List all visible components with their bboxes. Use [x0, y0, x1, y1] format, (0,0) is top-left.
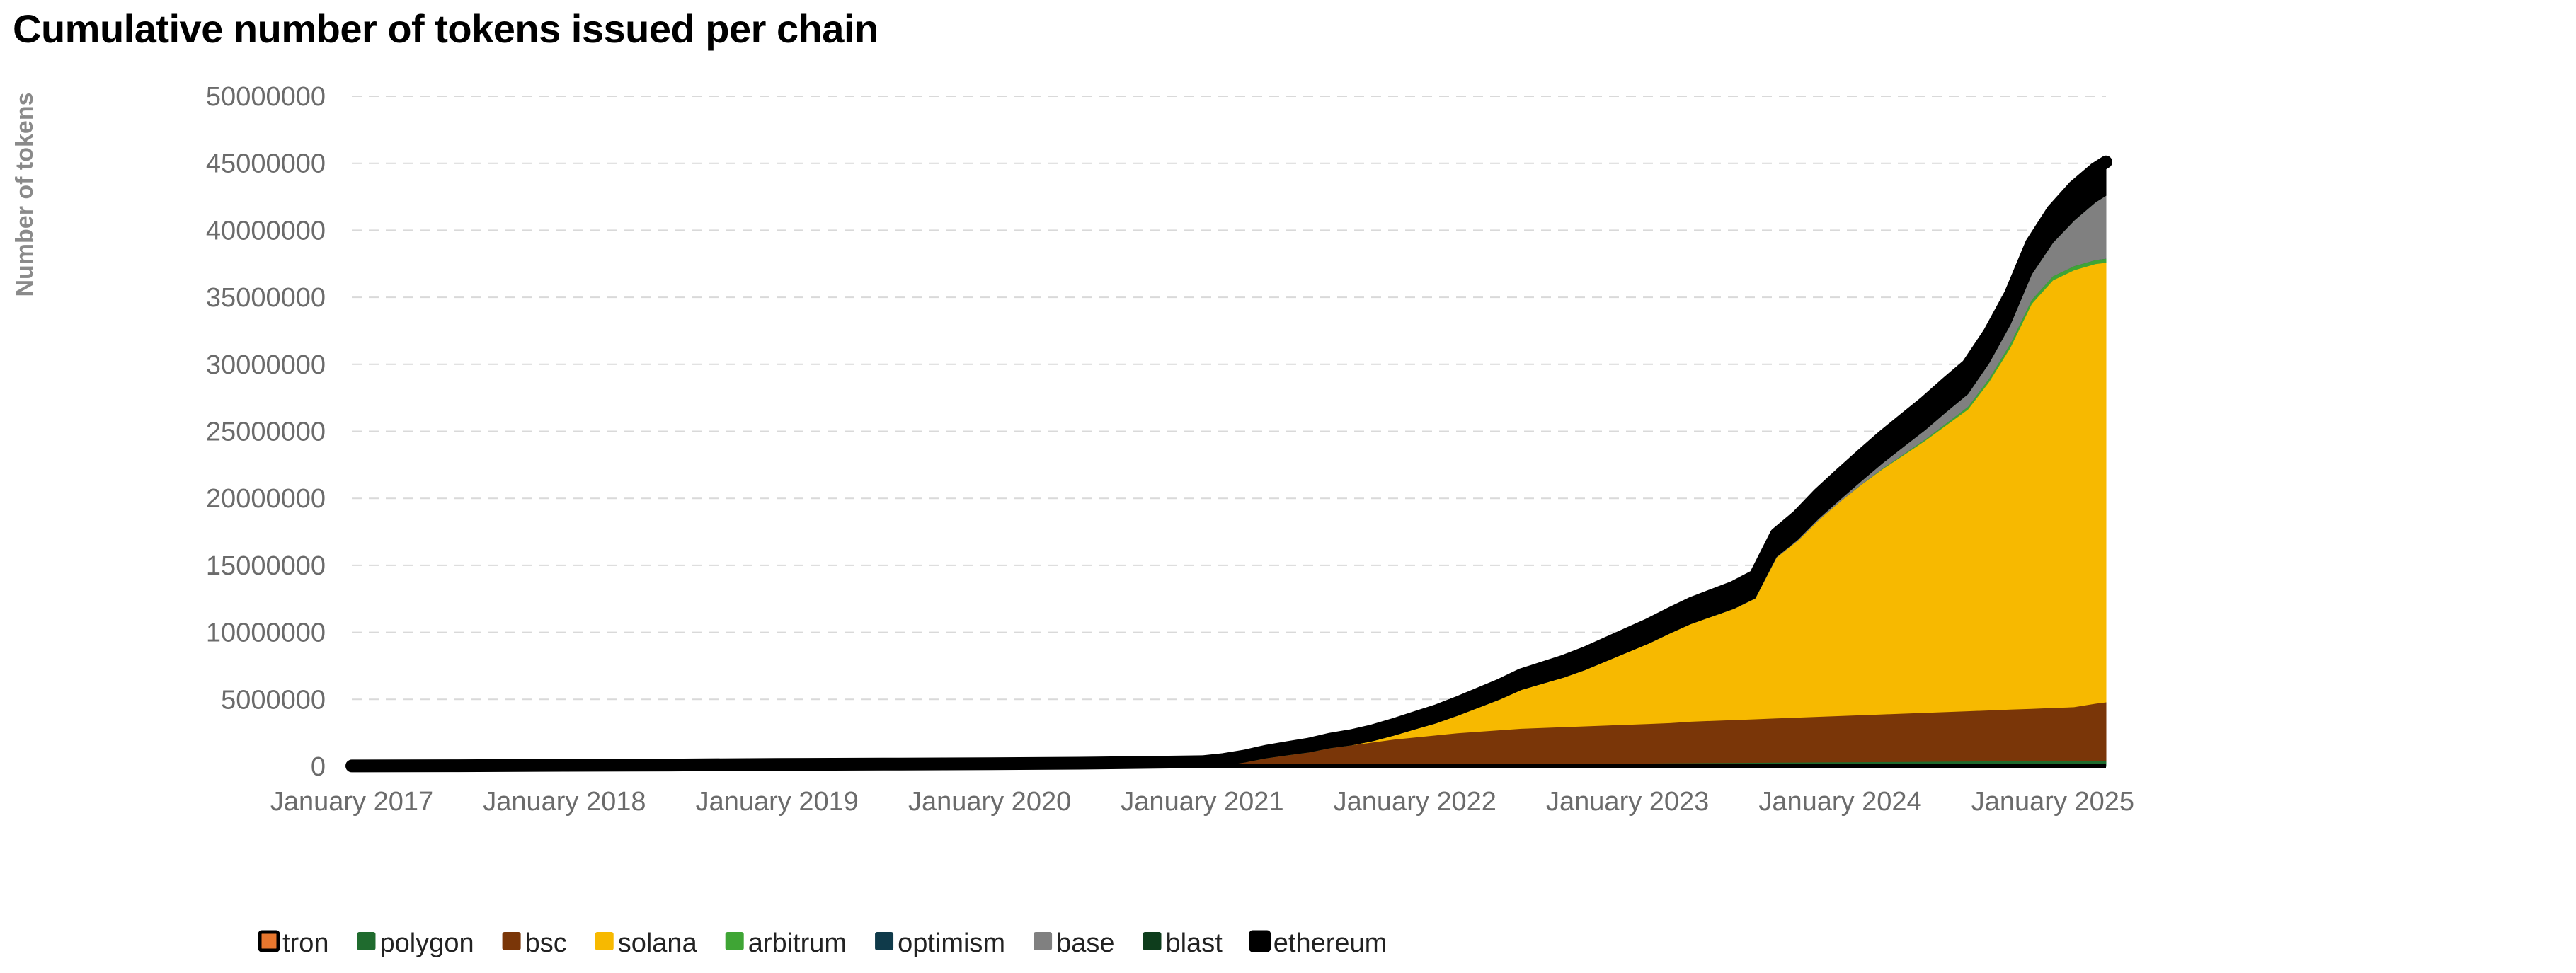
legend-label: arbitrum [748, 928, 847, 958]
y-tick-label: 35000000 [206, 283, 326, 313]
x-tick-label: January 2021 [1121, 787, 1283, 817]
chart-title: Cumulative number of tokens issued per c… [13, 6, 878, 51]
legend-swatch [725, 932, 744, 950]
y-tick-label: 15000000 [206, 551, 326, 581]
x-tick-label: January 2018 [483, 787, 646, 817]
legend-label: ethereum [1273, 928, 1387, 958]
y-axis-label: Number of tokens [11, 92, 38, 296]
y-tick-label: 5000000 [221, 685, 326, 715]
line-ethereum-total [345, 155, 2112, 773]
legend-label: blast [1165, 928, 1223, 958]
legend-swatch [1249, 930, 1271, 952]
x-tick-label: January 2019 [696, 787, 859, 817]
legend-label: base [1056, 928, 1114, 958]
y-tick-label: 45000000 [206, 149, 326, 179]
legend-label: tron [282, 928, 328, 958]
y-tick-label: 0 [311, 752, 326, 782]
area-solana [352, 262, 2107, 767]
legend-item-optimism[interactable]: optimism [875, 928, 1005, 958]
legend-item-tron[interactable]: tron [258, 928, 328, 958]
legend-label: bsc [525, 928, 567, 958]
y-tick-label: 20000000 [206, 484, 326, 514]
legend: tron polygon bsc solana arbitrum optimism base… [258, 928, 1387, 958]
legend-item-solana[interactable]: solana [595, 928, 698, 958]
legend-item-polygon[interactable]: polygon [357, 928, 474, 958]
x-tick-label: January 2017 [270, 787, 433, 817]
x-tick-label: January 2025 [1971, 787, 2134, 817]
legend-item-arbitrum[interactable]: arbitrum [725, 928, 847, 958]
legend-swatch [595, 932, 614, 950]
legend-label: solana [618, 928, 698, 958]
y-tick-label: 25000000 [206, 418, 326, 447]
x-axis-ticks: January 2017 January 2018 January 2019 Janu… [270, 787, 2134, 817]
x-tick-label: January 2023 [1546, 787, 1709, 817]
x-tick-label: January 2024 [1758, 787, 1921, 817]
x-tick-label: January 2022 [1334, 787, 1496, 817]
y-tick-label: 10000000 [206, 618, 326, 648]
y-tick-label: 50000000 [206, 82, 326, 112]
legend-swatch [357, 932, 376, 950]
y-tick-label: 40000000 [206, 216, 326, 246]
legend-swatch [1143, 932, 1162, 950]
legend-item-blast[interactable]: blast [1143, 928, 1223, 958]
legend-item-ethereum[interactable]: ethereum [1249, 928, 1387, 958]
legend-item-base[interactable]: base [1034, 928, 1114, 958]
y-axis-ticks: 0 5000000 10000000 15000000 20000000 25000000… [206, 82, 326, 782]
legend-swatch [502, 932, 521, 950]
series-areas [345, 155, 2112, 773]
legend-swatch [875, 932, 894, 950]
legend-swatch [258, 930, 280, 952]
legend-label: optimism [898, 928, 1005, 958]
x-tick-label: January 2020 [908, 787, 1071, 817]
y-tick-label: 30000000 [206, 350, 326, 380]
legend-swatch [1034, 932, 1053, 950]
legend-item-bsc[interactable]: bsc [502, 928, 567, 958]
legend-label: polygon [379, 928, 474, 958]
